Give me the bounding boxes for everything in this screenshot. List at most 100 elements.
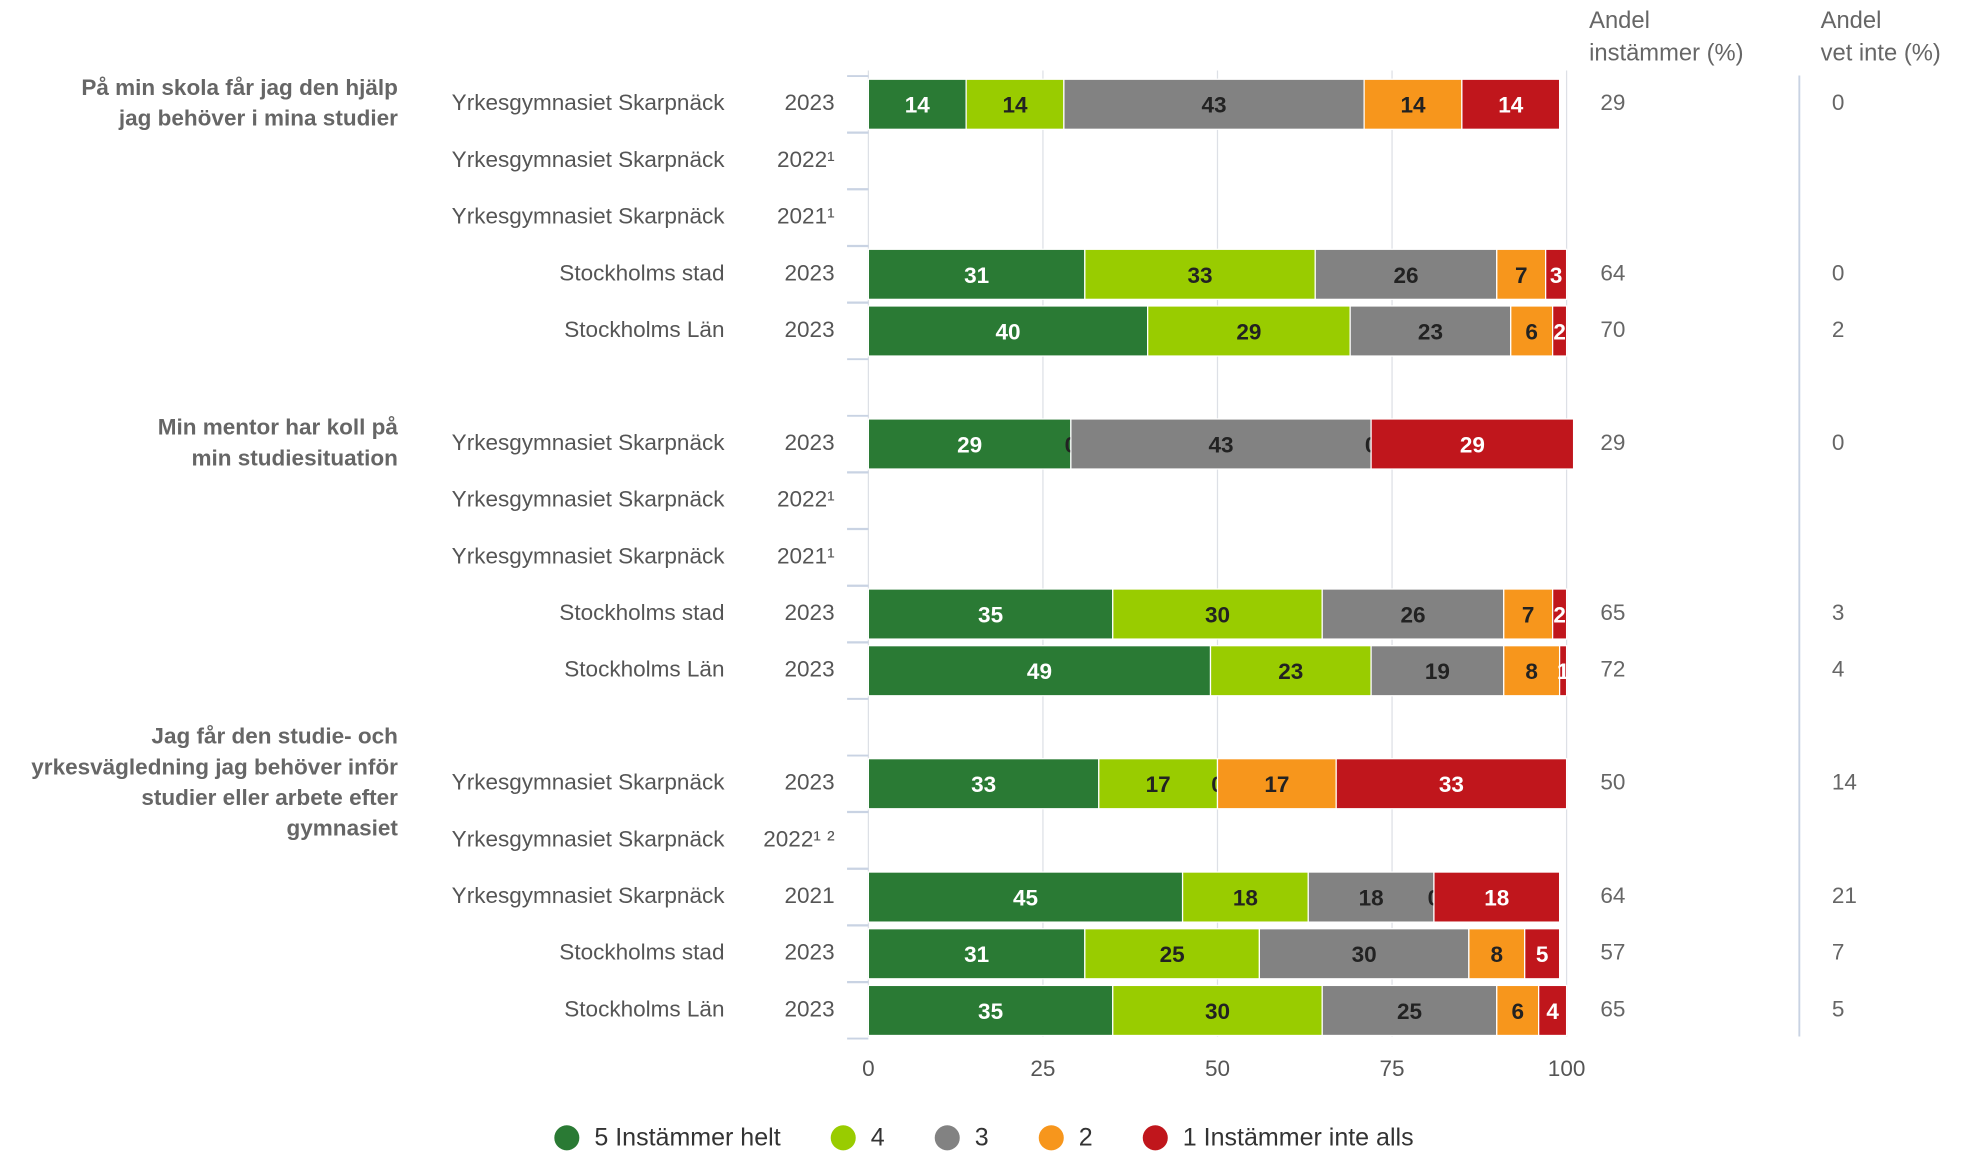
bar-segment [1433,871,1561,923]
category-year: 2023 [785,600,835,625]
bar-segment [1209,645,1372,697]
data-label: 31 [964,263,989,288]
bar-segment [1147,305,1351,357]
category-year: 2023 [785,770,835,795]
data-label: 26 [1400,602,1425,627]
data-label: 14 [905,93,931,118]
bar-segment [1552,588,1568,640]
data-label: 14 [1498,93,1524,118]
group-label: jag behöver i mina studier [118,106,398,131]
legend-label: 4 [871,1124,885,1152]
bar-segment [867,78,967,130]
bar-segment [867,645,1212,697]
category-name: Yrkesgymnasiet Skarpnäck [452,543,726,568]
group-label: Jag får den studie- och [151,724,397,749]
legend-marker [934,1125,960,1151]
data-label: 14 [1400,93,1426,118]
category-name: Stockholms Län [564,657,724,682]
column-value: 65 [1600,996,1625,1021]
group-label: Min mentor har koll på [158,415,399,440]
bar-segment [867,871,1184,923]
bar-segment [1098,758,1219,810]
column-value: 64 [1600,260,1625,285]
data-label: 30 [1205,999,1230,1024]
column-value: 50 [1600,770,1625,795]
bar-segment [1468,928,1526,980]
bar-segment [1314,248,1498,300]
data-label: 19 [1425,659,1450,684]
column-header: instämmer (%) [1589,39,1744,66]
data-label: 7 [1515,263,1528,288]
data-label: 25 [1397,999,1422,1024]
column-value: 0 [1832,90,1845,115]
category-name: Yrkesgymnasiet Skarpnäck [452,430,726,455]
column-value: 14 [1832,770,1857,795]
bar-segment [867,984,1114,1037]
bar-segment [1112,588,1323,640]
data-label: 29 [1460,432,1485,457]
data-label: 40 [996,319,1021,344]
data-label: 43 [1201,93,1226,118]
bar-segment [1461,78,1561,130]
group-label: yrkesvägledning jag behöver inför [31,754,398,779]
bar-segment [1258,928,1470,980]
category-year: 2023 [785,260,835,285]
bar-segment [1084,928,1261,980]
legend-marker [1038,1125,1064,1151]
column-value: 0 [1832,260,1845,285]
column-value: 29 [1600,90,1625,115]
data-label: 35 [978,999,1003,1024]
bar-segment [1181,871,1309,923]
column-value: 0 [1832,430,1845,455]
bar-segment [1370,645,1505,697]
category-name: Yrkesgymnasiet Skarpnäck [452,204,726,229]
data-label: 1 [1557,659,1570,684]
category-name: Yrkesgymnasiet Skarpnäck [452,487,726,512]
column-value: 4 [1832,657,1845,682]
category-year: 2023 [785,430,835,455]
data-label: 18 [1484,886,1509,911]
column-value: 2 [1832,317,1845,342]
bar-segment [1496,984,1540,1037]
bar-segment [867,418,1072,470]
data-label: 6 [1511,999,1524,1024]
column-value: 57 [1600,940,1625,965]
data-label: 29 [957,432,982,457]
data-label: 18 [1233,886,1258,911]
bar-segment [1112,984,1323,1037]
bar-segment [1370,418,1575,470]
data-label: 7 [1522,602,1535,627]
data-label: 49 [1027,659,1052,684]
bar-segment [1335,758,1568,810]
x-tick-label: 100 [1548,1056,1586,1081]
data-label: 18 [1359,886,1384,911]
column-value: 70 [1600,317,1625,342]
bar-segment [1321,588,1505,640]
data-label: 23 [1418,319,1443,344]
category-year: 2023 [785,657,835,682]
legend-label: 3 [975,1124,989,1152]
column-value: 29 [1600,430,1625,455]
data-label: 6 [1525,319,1538,344]
category-name: Stockholms stad [559,260,724,285]
category-year: 2021¹ [777,543,835,568]
column-value: 65 [1600,600,1625,625]
category-name: Yrkesgymnasiet Skarpnäck [452,90,726,115]
data-label: 33 [971,772,996,797]
legend-marker [830,1125,856,1151]
data-label: 45 [1013,886,1038,911]
category-name: Stockholms Län [564,317,724,342]
bar-segment [867,248,1086,300]
category-year: 2023 [785,90,835,115]
bar-segment [1307,871,1435,923]
category-year: 2023 [785,317,835,342]
bar-segment [867,305,1149,357]
data-label: 31 [964,942,989,967]
x-tick-label: 0 [862,1056,875,1081]
category-name: Stockholms Län [564,996,724,1021]
category-year: 2021 [785,883,835,908]
category-year: 2022¹ [777,487,835,512]
column-value: 7 [1832,940,1845,965]
category-name: Stockholms stad [559,600,724,625]
